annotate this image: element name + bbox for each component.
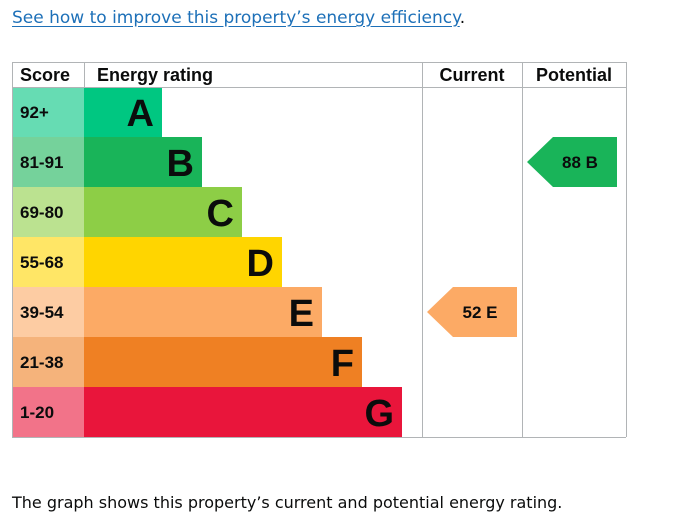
score-cell-b: [12, 137, 84, 187]
potential-rating-label: 88 B: [562, 153, 598, 172]
score-cell-g: [12, 387, 84, 437]
score-range-d: 55-68: [20, 253, 63, 272]
score-range-e: 39-54: [20, 303, 64, 322]
improve-efficiency-paragraph: See how to improve this property’s energ…: [12, 8, 465, 28]
rating-letter-a: A: [127, 93, 154, 135]
score-cell-c: [12, 187, 84, 237]
score-cell-e: [12, 287, 84, 337]
score-range-f: 21-38: [20, 353, 63, 372]
rating-bar-a: [84, 87, 162, 137]
current-rating-arrow: [427, 287, 517, 337]
rating-bar-c: [84, 187, 242, 237]
score-range-a: 92+: [20, 103, 49, 122]
score-cell-a: [12, 87, 84, 137]
rating-letter-f: F: [331, 343, 354, 385]
header-energy-rating: Energy rating: [97, 65, 213, 85]
score-range-b: 81-91: [20, 153, 63, 172]
epc-rating-chart: Score Energy rating Current Potential 92+ A 81…: [12, 62, 627, 438]
rating-bar-d: [84, 237, 282, 287]
header-potential: Potential: [536, 65, 612, 85]
link-trailing-period: .: [459, 8, 466, 28]
score-range-g: 1-20: [20, 403, 54, 422]
header-score: Score: [20, 65, 70, 85]
rating-bar-b: [84, 137, 202, 187]
current-rating-label: 52 E: [463, 303, 498, 322]
potential-rating-arrow: [527, 137, 617, 187]
score-cell-f: [12, 337, 84, 387]
rating-bar-g: [84, 387, 402, 437]
chart-caption: The graph shows this property’s current …: [12, 493, 563, 512]
rating-letter-e: E: [289, 293, 314, 335]
rating-letter-d: D: [247, 243, 274, 285]
header-current: Current: [439, 65, 504, 85]
score-cell-d: [12, 237, 84, 287]
rating-letter-b: B: [167, 143, 194, 185]
rating-letter-g: G: [364, 393, 394, 435]
rating-bar-f: [84, 337, 362, 387]
rating-bar-e: [84, 287, 322, 337]
improve-efficiency-link[interactable]: See how to improve this property’s energ…: [12, 8, 460, 28]
rating-letter-c: C: [207, 193, 234, 235]
score-range-c: 69-80: [20, 203, 63, 222]
